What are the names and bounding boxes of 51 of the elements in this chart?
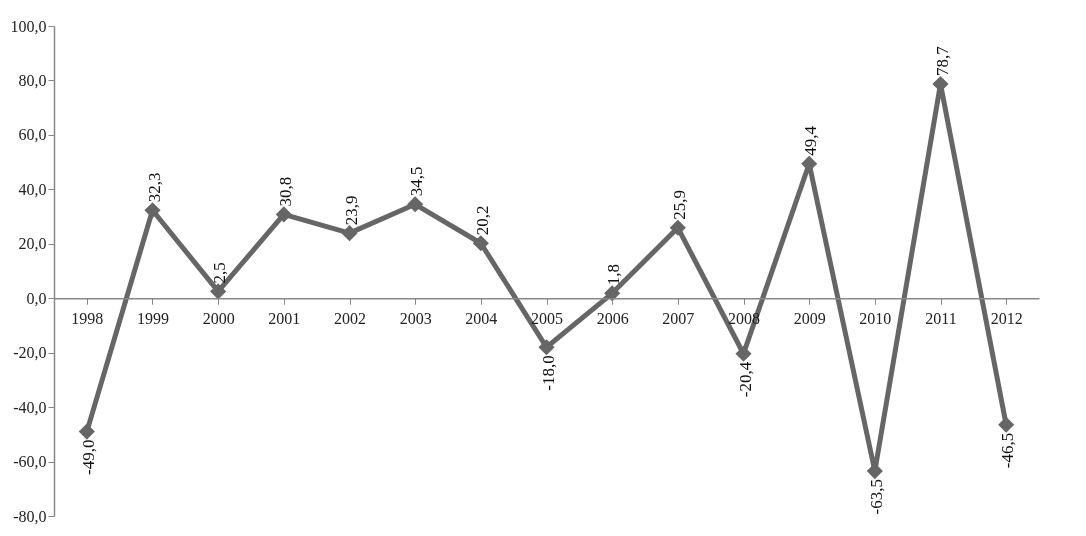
point — [144, 202, 161, 219]
data-label: -49,0 — [78, 439, 98, 476]
point — [275, 206, 292, 223]
y-tick-label: 80,0 — [18, 71, 47, 89]
point — [210, 283, 227, 300]
point — [669, 219, 686, 236]
y-tick-label: 100,0 — [10, 17, 47, 35]
x-tick-label: 2010 — [859, 309, 892, 327]
data-label: 20,2 — [472, 205, 492, 236]
point — [341, 225, 358, 242]
data-label: 78,7 — [932, 45, 952, 76]
y-tick-label: -80,0 — [13, 507, 47, 525]
x-tick-label: 2005 — [531, 309, 563, 327]
point — [538, 339, 555, 356]
point — [998, 416, 1015, 433]
point — [407, 196, 424, 213]
x-tick-label: 1998 — [71, 309, 104, 327]
data-label: -46,5 — [998, 432, 1018, 469]
data-label: 1,8 — [604, 264, 624, 286]
y-tick-label: 40,0 — [18, 180, 47, 198]
data-label: 49,4 — [801, 125, 821, 156]
y-tick-label: 20,0 — [18, 235, 47, 253]
x-tick-label: 2000 — [202, 309, 235, 327]
x-tick-label: 2007 — [662, 309, 695, 327]
x-tick-label: 2003 — [399, 309, 432, 327]
x-tick-label: 2004 — [465, 309, 498, 327]
x-tick-label: 2002 — [334, 309, 366, 327]
x-tick-label: 2006 — [596, 309, 629, 327]
data-label: 23,9 — [341, 195, 361, 226]
x-tick-label: 2001 — [268, 309, 301, 327]
x-tick-label: 2009 — [793, 309, 826, 327]
point — [472, 235, 489, 252]
data-label: 32,3 — [144, 172, 164, 203]
data-label: -63,5 — [866, 479, 886, 515]
data-label: 34,5 — [407, 166, 427, 197]
y-tick-label: -20,0 — [13, 344, 47, 362]
x-tick-label: 2011 — [925, 309, 957, 327]
point — [604, 285, 621, 302]
data-label: -18,0 — [538, 355, 558, 391]
point — [78, 423, 95, 440]
point — [735, 345, 752, 362]
x-tick-label: 2012 — [990, 309, 1023, 327]
y-tick-label: 0,0 — [26, 289, 47, 307]
data-label: 2,5 — [210, 262, 230, 284]
x-tick-label: 1999 — [137, 309, 169, 327]
y-tick-label: -60,0 — [13, 453, 47, 471]
data-label: -20,4 — [735, 361, 755, 398]
data-label: 25,9 — [669, 189, 689, 220]
y-tick-label: 60,0 — [18, 126, 47, 144]
data-label: 30,8 — [275, 176, 295, 207]
y-tick-label: -40,0 — [13, 398, 47, 416]
